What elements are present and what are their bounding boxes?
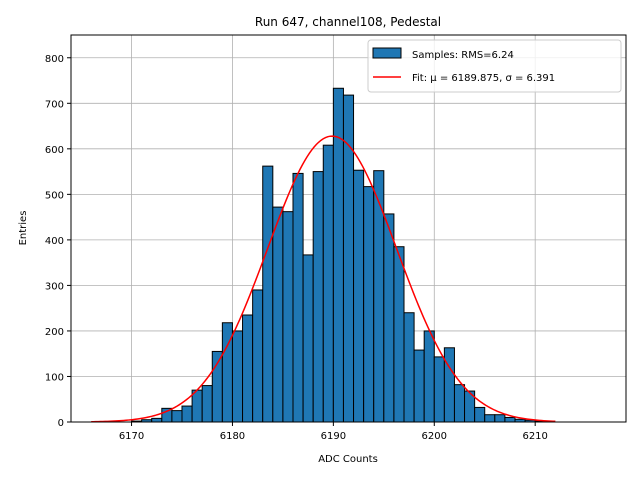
histogram-bar: [322, 144, 334, 423]
histogram-bar: [373, 170, 385, 423]
histogram-bar: [504, 416, 516, 423]
legend-box: [367, 39, 622, 93]
histogram-bar: [413, 349, 425, 423]
histogram-bar: [403, 312, 415, 423]
histogram-bar: [353, 169, 365, 423]
y-tick-label: 300: [45, 281, 64, 292]
legend-samples-label: Samples: RMS=6.24: [412, 50, 514, 61]
histogram-bar: [363, 186, 375, 423]
y-tick-label: 200: [45, 327, 64, 338]
legend: Samples: RMS=6.24 Fit: μ = 6189.875, σ =…: [367, 39, 622, 93]
histogram-bar: [433, 356, 445, 423]
histogram-bar: [393, 246, 405, 423]
histogram-bar: [484, 414, 496, 423]
y-tick-label: 800: [45, 54, 64, 65]
y-axis-label: Entries: [18, 211, 29, 246]
histogram-bar: [272, 206, 284, 423]
histogram-bar: [151, 417, 163, 423]
y-tick-label: 400: [45, 236, 64, 247]
histogram-bars: [131, 87, 546, 423]
histogram-bar: [423, 330, 435, 423]
histogram-bar: [231, 330, 244, 423]
x-tick-label: 6190: [321, 431, 346, 442]
plot-frame: [70, 34, 627, 423]
x-tick-label: 6170: [119, 431, 144, 442]
fit-curve: [91, 135, 556, 423]
y-tick-label: 0: [58, 418, 64, 429]
y-tick-label: 600: [45, 145, 64, 156]
histogram-bar: [383, 213, 395, 423]
histogram-bar: [282, 211, 294, 423]
histogram-bar: [201, 385, 213, 423]
histogram-bar: [252, 289, 264, 423]
histogram-bar: [242, 314, 254, 423]
histogram-bar: [262, 165, 274, 423]
x-tick-label: 6200: [422, 431, 447, 442]
histogram-bar: [171, 410, 183, 423]
chart-title: Run 647, channel108, Pedestal: [255, 15, 441, 29]
y-axis-ticks: 0 100 200 300 400 500 600 700 800: [45, 54, 71, 429]
histogram-bar: [191, 389, 203, 423]
histogram-bar: [474, 406, 486, 423]
histogram-bar: [453, 384, 466, 423]
histogram-bar: [302, 254, 314, 423]
histogram-bar: [292, 172, 304, 423]
y-tick-label: 100: [45, 372, 64, 383]
histogram-bar: [443, 347, 455, 423]
y-tick-label: 700: [45, 99, 64, 110]
y-tick-label: 500: [45, 190, 64, 201]
histogram-bar: [312, 171, 324, 423]
histogram-bar: [181, 405, 193, 423]
x-axis-label: ADC Counts: [318, 454, 378, 465]
x-axis-ticks: 6170 6180 6190 6200 6210: [119, 422, 548, 442]
histogram-bar: [332, 87, 344, 423]
histogram-bar: [494, 414, 506, 423]
legend-samples-swatch: [372, 47, 402, 59]
x-tick-label: 6210: [522, 431, 547, 442]
legend-fit-label: Fit: μ = 6189.875, σ = 6.391: [412, 73, 555, 84]
x-tick-label: 6180: [220, 431, 245, 442]
